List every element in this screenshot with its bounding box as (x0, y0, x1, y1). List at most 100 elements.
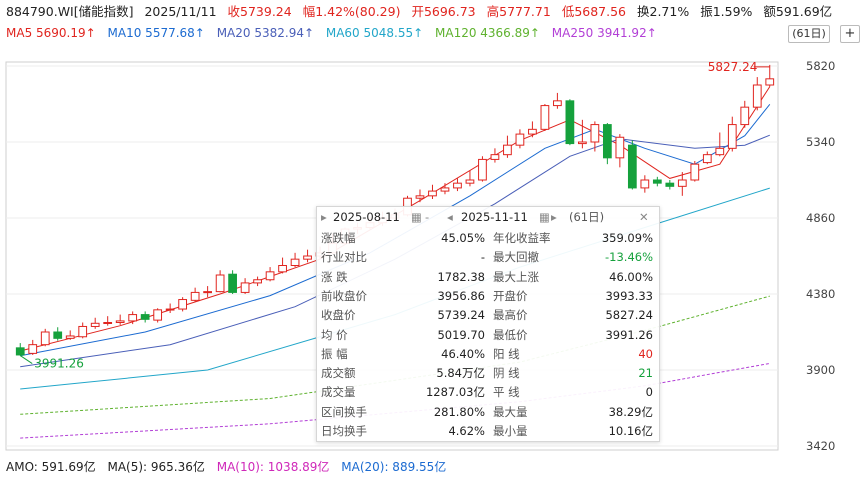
candle[interactable] (190, 287, 200, 302)
candle[interactable] (640, 175, 650, 193)
calendar-icon[interactable]: ▦ (411, 210, 422, 224)
candle-body (140, 314, 150, 320)
swing-rate: 振1.59% (700, 4, 753, 19)
stat-label: 最大回撤 (493, 250, 539, 265)
add-indicator-button[interactable]: + (840, 25, 860, 43)
stats-row: 收盘价 5739.24 最高价 5827.24 (317, 306, 659, 326)
candle[interactable] (90, 317, 100, 329)
interval-stats-panel: ▸ 2025-08-11 ▦ - ◂ 2025-11-11 ▦ ▸ (61日) … (316, 206, 660, 442)
candle[interactable] (65, 330, 75, 340)
candle-body (528, 128, 537, 135)
ma-period-button[interactable]: (61日) (788, 25, 830, 43)
candle[interactable] (602, 123, 612, 165)
candle[interactable] (165, 303, 175, 314)
candle[interactable] (40, 328, 50, 347)
stat-value: 3993.33 (605, 288, 653, 303)
quote-header: 884790.WI[储能指数] 2025/11/11 收5739.24 幅1.4… (6, 4, 839, 20)
candle[interactable] (115, 314, 125, 325)
candle[interactable] (740, 100, 750, 128)
candle[interactable] (428, 184, 437, 199)
start-date[interactable]: 2025-08-11 (333, 210, 400, 224)
candle[interactable] (265, 267, 275, 282)
stats-row: 涨 跌 1782.38 最大上涨 46.00% (317, 268, 659, 288)
stats-row: 区间换手 281.80% 最大量 38.29亿 (317, 403, 659, 423)
candle[interactable] (465, 170, 475, 187)
candle[interactable] (240, 278, 250, 294)
candle-body (453, 182, 462, 189)
prev-icon[interactable]: ◂ (447, 210, 453, 224)
stats-row: 日均换手 4.62% 最小量 10.16亿 (317, 422, 659, 442)
candle[interactable] (440, 183, 450, 195)
candle[interactable] (103, 316, 113, 326)
stat-value: 0 (645, 385, 653, 400)
candle-body (602, 124, 612, 159)
end-date[interactable]: 2025-11-11 (461, 210, 528, 224)
candle-body (78, 325, 88, 338)
candle[interactable] (415, 189, 425, 203)
candle[interactable] (278, 257, 287, 274)
candle[interactable] (727, 116, 737, 152)
candle-body (203, 291, 212, 294)
candle-body (627, 144, 637, 189)
calendar-icon[interactable]: ▦ (539, 210, 550, 224)
candle[interactable] (752, 77, 762, 111)
candle[interactable] (765, 64, 775, 87)
candle-body (103, 322, 113, 324)
candle[interactable] (453, 178, 462, 192)
candle[interactable] (515, 129, 525, 149)
candle[interactable] (140, 311, 150, 323)
candle-body (215, 274, 225, 293)
candle-body (115, 320, 125, 323)
candle[interactable] (28, 339, 38, 355)
close-icon[interactable]: ✕ (639, 210, 649, 224)
candle[interactable] (78, 322, 88, 339)
candle[interactable] (53, 327, 63, 341)
candle[interactable] (528, 121, 537, 138)
candle[interactable] (540, 104, 550, 131)
candle[interactable] (128, 311, 138, 325)
candle[interactable] (652, 176, 662, 187)
candle[interactable] (578, 119, 587, 149)
stat-value: 5.84万亿 (436, 366, 485, 381)
stats-row: 振 幅 46.40% 阳 线 40 (317, 345, 659, 365)
candle[interactable] (715, 132, 725, 157)
candle[interactable] (203, 286, 212, 298)
change-percent: 幅1.42%(80.29) (302, 4, 401, 19)
candle-body (465, 179, 475, 184)
candle[interactable] (15, 343, 25, 356)
candle[interactable] (478, 156, 487, 182)
candle[interactable] (228, 270, 237, 294)
candle[interactable] (490, 148, 500, 163)
candle[interactable] (253, 276, 262, 287)
stat-label: 区间换手 (321, 404, 367, 419)
candle[interactable] (615, 134, 625, 168)
candle[interactable] (690, 161, 700, 182)
candle[interactable] (215, 270, 225, 293)
candle-body (478, 158, 487, 181)
candle[interactable] (178, 297, 188, 312)
next-icon[interactable]: ▸ (551, 210, 557, 224)
candle[interactable] (665, 180, 675, 190)
candle[interactable] (702, 151, 712, 165)
candle[interactable] (153, 308, 163, 323)
candle[interactable] (503, 135, 512, 158)
collapse-icon[interactable]: ▸ (321, 210, 327, 224)
y-tick-label: 4860 (806, 211, 835, 225)
stat-value: 45.05% (441, 231, 485, 245)
candle[interactable] (627, 140, 637, 190)
candle-body (715, 147, 725, 156)
candle[interactable] (303, 249, 312, 263)
candle[interactable] (553, 92, 562, 109)
candle-body (515, 133, 525, 146)
candle-body (415, 195, 425, 199)
stat-label: 开盘价 (493, 288, 528, 303)
candle[interactable] (565, 99, 575, 146)
plot-frame (5, 61, 779, 451)
candle[interactable] (677, 172, 687, 196)
stat-value: 5019.70 (437, 327, 485, 342)
candle[interactable] (290, 252, 300, 268)
candle[interactable] (590, 121, 600, 152)
candle-body (740, 106, 750, 126)
candle-body (677, 179, 687, 187)
stat-value: 281.80% (433, 404, 485, 419)
